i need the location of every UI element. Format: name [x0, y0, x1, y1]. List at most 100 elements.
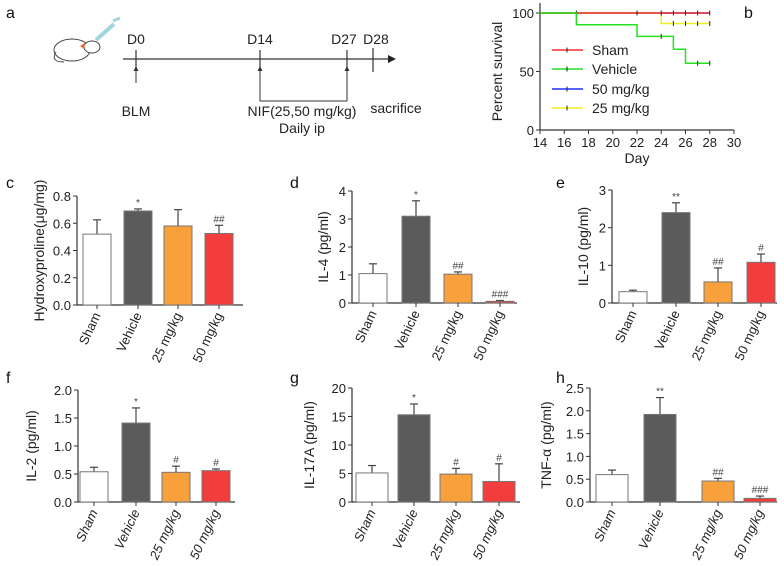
y-tick-label: 3	[339, 212, 346, 227]
panel-label-g: g	[290, 370, 299, 387]
timeline-arrowhead	[388, 55, 396, 63]
category-label: 50 mg/kg	[470, 506, 507, 561]
survival-line-25-mg-kg	[540, 12, 710, 25]
panel-label-c: c	[6, 175, 14, 192]
bar-sham	[358, 273, 388, 304]
significance-mark: ###	[492, 289, 509, 300]
mouse-icon	[53, 38, 101, 63]
category-label: 50 mg/kg	[732, 308, 768, 363]
category-label: 25 mg/kg	[149, 310, 185, 365]
category-label: Sham	[73, 507, 101, 544]
bar-chart-d: 0 1 2 3 4 IL-4 (pg/ml) Sham * Vehicle ## 25 mg/kg #…	[315, 184, 517, 363]
bar-25-mg-kg	[439, 473, 473, 503]
bar-chart-f: 0.0 0.5 1.0 1.5 2.0 IL-2 (pg/ml) Sham * Vehicle #…	[23, 383, 235, 563]
timeline-day-label: D27	[331, 31, 357, 47]
significance-mark: *	[414, 190, 418, 201]
y-tick-label: 0.8	[53, 189, 71, 204]
treatment-sub-label: Daily ip	[279, 120, 325, 136]
significance-mark: ##	[213, 214, 225, 225]
category-label: 50 mg/kg	[190, 310, 226, 365]
y-tick-label: 3	[599, 183, 606, 198]
bar-sham	[595, 474, 629, 503]
significance-mark: #	[173, 455, 179, 466]
panel-label-h: h	[556, 370, 565, 387]
bar-25-mg-kg	[703, 281, 733, 304]
category-label: Vehicle	[635, 507, 666, 552]
bar-sham	[79, 471, 109, 503]
x-tick-label: 24	[654, 135, 668, 150]
category-label: 50 mg/kg	[471, 308, 507, 363]
category-label: 25 mg/kg	[429, 308, 465, 363]
bar-vehicle	[401, 215, 431, 304]
y-tick-label: 5	[339, 467, 346, 482]
y-tick-label: 0.5	[54, 467, 72, 482]
panel-a-timeline: D0 D14 D27 D28 BLM NIF(25,50 mg/kg) Daily i…	[53, 16, 422, 136]
bar-50-mg-kg	[201, 470, 231, 503]
bar-25-mg-kg	[163, 225, 193, 306]
significance-mark: *	[134, 397, 138, 408]
y-tick-label: 1.0	[566, 449, 584, 464]
category-label: Sham	[612, 308, 640, 345]
significance-mark: #	[453, 457, 459, 468]
y-tick-label: 0.0	[54, 495, 72, 510]
y-tick-label: 15	[332, 410, 346, 425]
y-tick-label: 1	[339, 268, 346, 283]
x-axis-title: Day	[625, 150, 650, 166]
y-tick-label: 2	[599, 221, 606, 236]
survival-chart: 14 16 18 20 22 24 26 28 30 0 50 100 Day Percent survi…	[489, 3, 741, 166]
category-label: Sham	[76, 310, 104, 347]
category-label: 25 mg/kg	[426, 506, 463, 562]
y-tick-label: 1	[599, 258, 606, 273]
category-label: Sham	[591, 507, 619, 544]
x-tick-label: 20	[606, 135, 620, 150]
significance-mark: ##	[452, 261, 464, 272]
y-tick-label: 0	[339, 296, 346, 311]
y-tick-label: 2.0	[54, 383, 72, 398]
bar-vehicle	[397, 414, 431, 503]
category-label: 50 mg/kg	[731, 506, 768, 561]
y-tick-label: 100	[512, 6, 534, 21]
bar-sham	[355, 472, 389, 503]
y-tick-label: 0.5	[566, 472, 584, 487]
y-tick-label: 10	[332, 438, 346, 453]
nif-start-arrowhead	[257, 66, 263, 71]
blm-arrowhead	[133, 66, 139, 71]
panel-label-b: b	[744, 5, 753, 22]
y-axis-title: IL-2 (pg/ml)	[23, 410, 39, 482]
bar-50-mg-kg	[485, 300, 515, 304]
y-tick-label: 50	[520, 65, 534, 80]
y-tick-label: 4	[339, 184, 346, 199]
bar-chart-g: 0 5 10 15 20 IL-17A (pg/ml) Sham * Vehicle #25 mg…	[301, 381, 520, 563]
y-tick-label: 2.0	[566, 404, 584, 419]
y-tick-label: 1.5	[54, 411, 72, 426]
category-label: Vehicle	[111, 507, 142, 552]
significance-mark: **	[672, 192, 680, 203]
x-tick-label: 28	[703, 135, 717, 150]
significance-mark: ###	[752, 485, 769, 496]
treatment-label: NIF(25,50 mg/kg)	[248, 103, 357, 119]
significance-mark: *	[412, 393, 416, 404]
nif-end-arrowhead	[344, 66, 350, 71]
panel-label-a: a	[6, 5, 15, 22]
y-axis-title: IL-4 (pg/ml)	[315, 211, 331, 283]
y-axis-title: IL-17A (pg/ml)	[301, 401, 317, 489]
category-label: 25 mg/kg	[688, 506, 725, 562]
x-tick-label: 16	[557, 135, 571, 150]
y-tick-label: 0	[599, 296, 606, 311]
y-tick-label: 2.5	[566, 381, 584, 396]
blm-label: BLM	[122, 103, 151, 119]
legend-label: Sham	[592, 42, 629, 58]
category-label: Vehicle	[391, 308, 422, 352]
category-label: 25 mg/kg	[146, 506, 183, 562]
legend-label: 25 mg/kg	[592, 100, 650, 116]
bar-vehicle	[661, 212, 691, 304]
bar-50-mg-kg	[746, 261, 776, 304]
timeline-day-label: D0	[127, 31, 145, 47]
x-tick-label: 14	[533, 135, 547, 150]
y-tick-label: 0.0	[566, 495, 584, 510]
sacrifice-label: sacrifice	[370, 100, 422, 116]
category-label: Vehicle	[651, 308, 682, 352]
significance-mark: #	[213, 458, 219, 469]
